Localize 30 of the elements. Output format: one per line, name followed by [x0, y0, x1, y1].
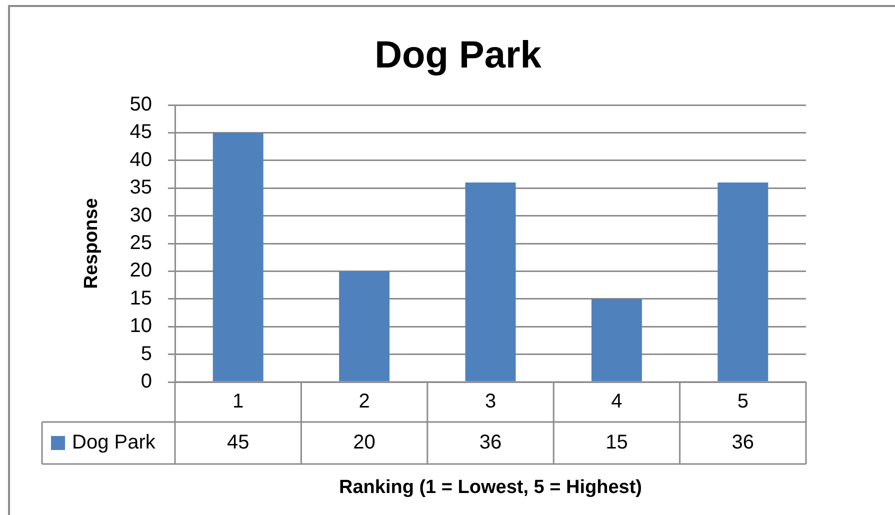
y-tick-label: 40	[130, 148, 152, 171]
y-tick-label: 5	[140, 342, 152, 365]
y-axis-title: Response	[81, 198, 102, 289]
data-label: 20	[353, 432, 376, 454]
y-tick-label: 25	[130, 232, 152, 254]
bar	[591, 298, 642, 382]
bar	[465, 182, 516, 382]
y-tick-label: 35	[130, 176, 152, 199]
bar	[212, 132, 264, 382]
y-tick-label: 20	[130, 260, 152, 282]
x-tick-label: 2	[358, 390, 370, 413]
y-tick-label: 15	[130, 287, 152, 310]
x-tick-label: 3	[484, 390, 496, 413]
y-tick-label: 30	[130, 204, 152, 226]
y-tick-label: 10	[130, 315, 152, 338]
x-tick-label: 5	[737, 390, 748, 413]
x-axis-title: Ranking (1 = Lowest, 5 = Highest)	[338, 477, 642, 498]
legend-label: Dog Park	[72, 432, 156, 454]
chart-title: Dog Park	[374, 34, 542, 76]
data-label: 36	[479, 432, 502, 454]
y-tick-label: 45	[130, 121, 152, 144]
y-tick-label: 50	[130, 94, 152, 116]
data-label: 15	[606, 432, 628, 454]
x-tick-label: 1	[232, 390, 244, 413]
data-label: 45	[226, 432, 250, 454]
x-tick-label: 4	[611, 390, 622, 413]
bar	[339, 271, 390, 382]
y-tick-label: 0	[140, 370, 152, 393]
data-label: 36	[732, 432, 754, 454]
bar	[718, 182, 768, 382]
